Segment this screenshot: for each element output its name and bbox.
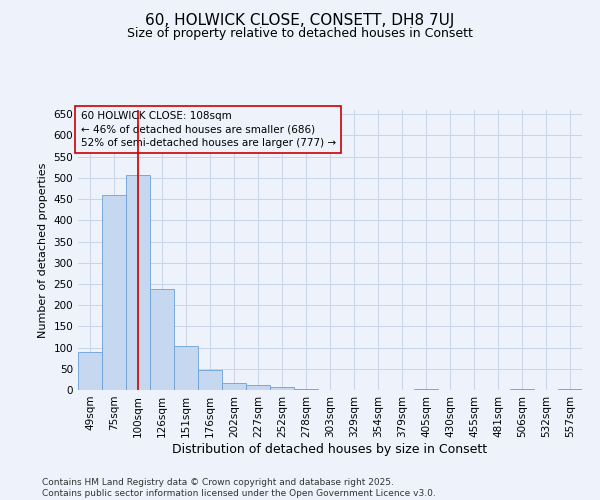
Bar bbox=[294, 388, 318, 390]
Text: Size of property relative to detached houses in Consett: Size of property relative to detached ho… bbox=[127, 28, 473, 40]
Bar bbox=[246, 385, 270, 390]
Y-axis label: Number of detached properties: Number of detached properties bbox=[38, 162, 48, 338]
Bar bbox=[270, 386, 294, 390]
Text: 60 HOLWICK CLOSE: 108sqm
← 46% of detached houses are smaller (686)
52% of semi-: 60 HOLWICK CLOSE: 108sqm ← 46% of detach… bbox=[80, 112, 335, 148]
Bar bbox=[126, 175, 150, 390]
Bar bbox=[150, 289, 174, 390]
Bar bbox=[558, 388, 582, 390]
Bar bbox=[174, 346, 198, 390]
X-axis label: Distribution of detached houses by size in Consett: Distribution of detached houses by size … bbox=[172, 442, 488, 456]
Bar bbox=[414, 388, 438, 390]
Text: 60, HOLWICK CLOSE, CONSETT, DH8 7UJ: 60, HOLWICK CLOSE, CONSETT, DH8 7UJ bbox=[145, 12, 455, 28]
Bar bbox=[222, 383, 246, 390]
Bar bbox=[510, 388, 534, 390]
Bar bbox=[78, 352, 102, 390]
Bar bbox=[102, 196, 126, 390]
Text: Contains HM Land Registry data © Crown copyright and database right 2025.
Contai: Contains HM Land Registry data © Crown c… bbox=[42, 478, 436, 498]
Bar bbox=[198, 370, 222, 390]
